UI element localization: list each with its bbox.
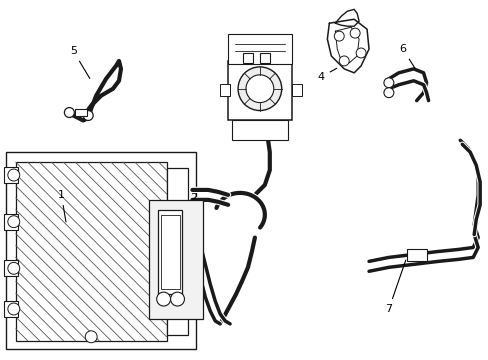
Circle shape: [339, 56, 348, 66]
Circle shape: [383, 88, 393, 98]
Circle shape: [64, 108, 74, 117]
Circle shape: [238, 67, 281, 111]
Bar: [166, 168, 188, 335]
Circle shape: [8, 262, 20, 274]
Bar: [186, 249, 198, 260]
Bar: [161, 215, 179, 289]
Text: 6: 6: [399, 44, 414, 68]
Text: 3: 3: [256, 44, 263, 66]
Circle shape: [383, 78, 393, 88]
Circle shape: [355, 48, 366, 58]
Circle shape: [85, 331, 97, 343]
Bar: [4, 260, 18, 276]
Circle shape: [8, 216, 20, 228]
Bar: [148, 200, 203, 319]
Bar: [16, 162, 166, 341]
Bar: [6, 152, 196, 349]
Bar: [157, 210, 182, 294]
Text: 2: 2: [178, 193, 197, 206]
Bar: [75, 109, 87, 117]
Bar: [243, 53, 252, 63]
Bar: [186, 215, 198, 225]
Bar: [220, 84, 230, 96]
Circle shape: [156, 292, 170, 306]
Circle shape: [245, 75, 273, 103]
Text: 7: 7: [385, 260, 405, 314]
Bar: [4, 214, 18, 230]
Bar: [228, 34, 291, 64]
Circle shape: [170, 292, 184, 306]
Bar: [259, 53, 269, 63]
Circle shape: [8, 169, 20, 181]
Text: 1: 1: [58, 190, 66, 222]
Text: 4: 4: [317, 68, 336, 82]
Circle shape: [83, 111, 93, 121]
Polygon shape: [335, 9, 358, 26]
Bar: [406, 249, 426, 261]
Bar: [4, 301, 18, 317]
Bar: [291, 84, 301, 96]
Circle shape: [349, 28, 359, 38]
Polygon shape: [326, 19, 368, 73]
Bar: [232, 121, 287, 140]
Circle shape: [8, 303, 20, 315]
Bar: [4, 167, 18, 183]
Bar: [228, 61, 291, 121]
Circle shape: [334, 31, 344, 41]
Text: 5: 5: [70, 46, 90, 78]
